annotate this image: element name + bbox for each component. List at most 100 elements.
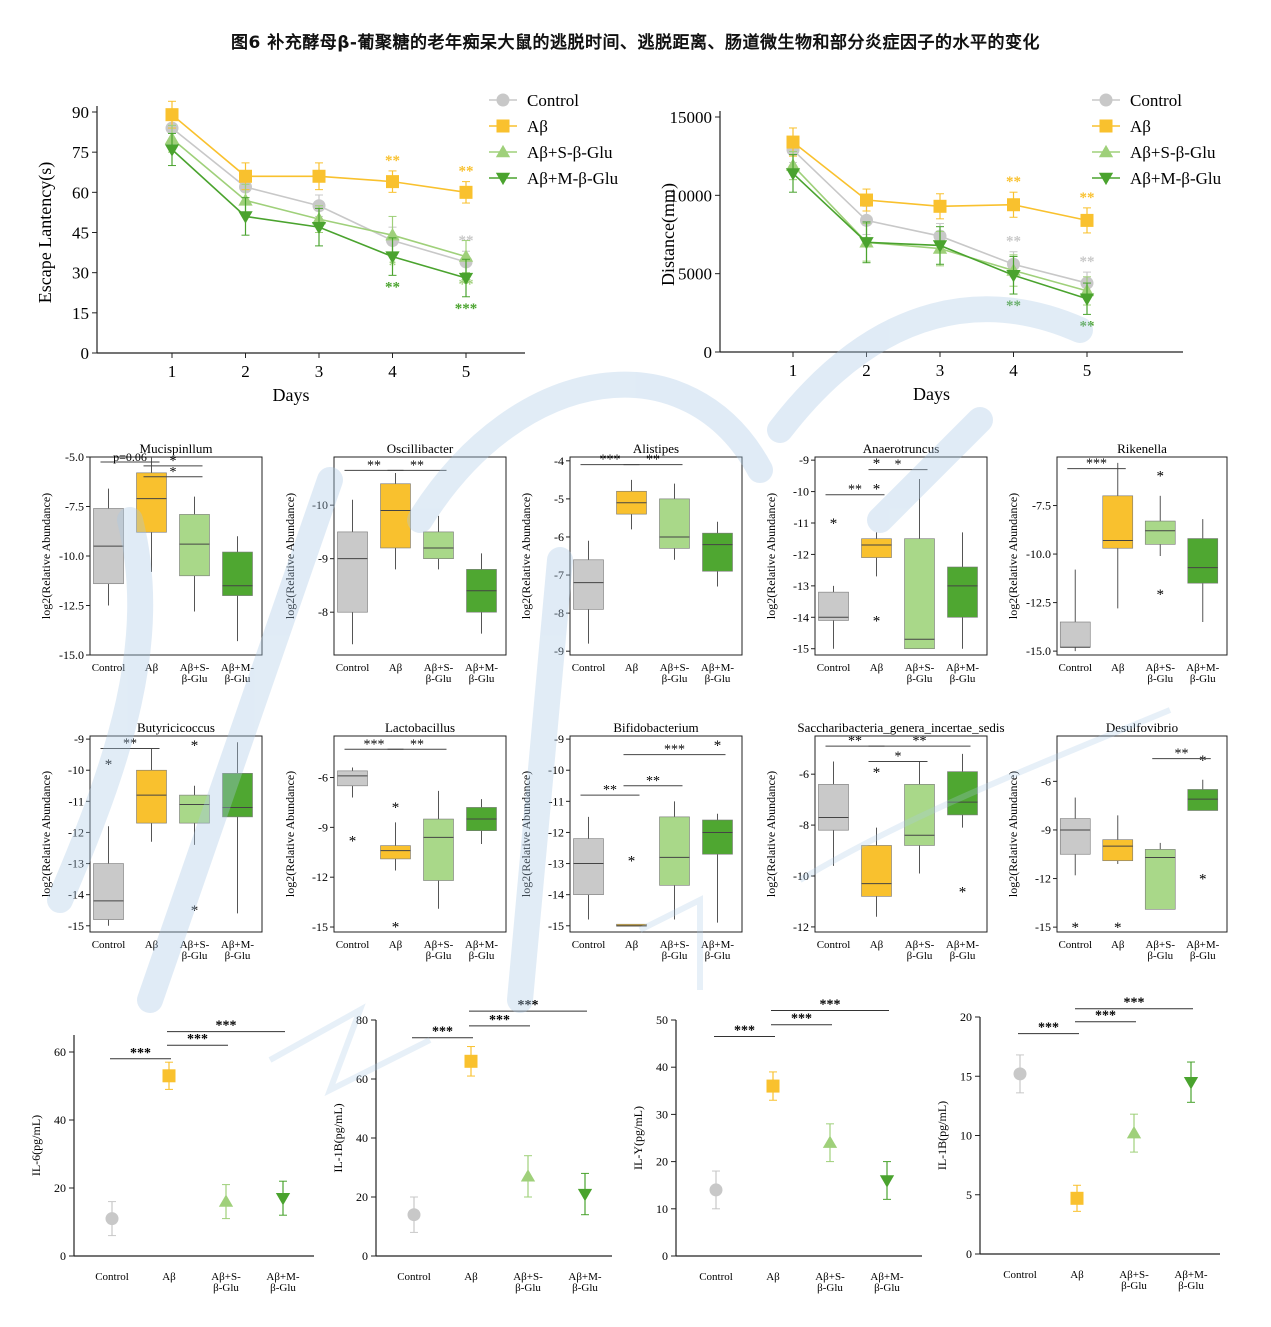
y-tick-label: -11 xyxy=(68,794,84,808)
x-tick-label: Aβ xyxy=(766,1271,780,1283)
x-tick-label: β-Glu xyxy=(225,950,251,962)
y-tick-label: -8 xyxy=(799,818,809,832)
y-tick-label: -15 xyxy=(312,920,328,934)
data-point xyxy=(1080,213,1094,227)
data-point xyxy=(785,168,801,181)
y-tick-label: 80 xyxy=(356,1013,368,1027)
y-tick-label: -12 xyxy=(312,870,328,884)
x-tick-label: Aβ+S- xyxy=(815,1271,845,1283)
box-iqr xyxy=(573,838,604,895)
data-point xyxy=(386,175,399,189)
y-axis-label: log2(Relative Abundance) xyxy=(1006,771,1020,897)
chart-title: Alistipes xyxy=(633,441,679,456)
chart-alistipes: Alistipes -4 -5 -6 -7 -8 -9 log2(Relative Abund… xyxy=(519,441,743,685)
y-tick-label: 30 xyxy=(656,1107,668,1121)
legend-marker xyxy=(1098,144,1114,158)
x-tick-label: Aβ xyxy=(162,1271,176,1283)
data-point xyxy=(385,228,400,241)
box-iqr xyxy=(1187,538,1219,584)
data-point xyxy=(520,1169,536,1182)
significance-label: *** xyxy=(130,1046,151,1061)
x-tick-label: β-Glu xyxy=(705,673,731,685)
significance-label: *** xyxy=(187,1032,208,1047)
significance-star: ** xyxy=(1080,318,1095,334)
outlier-star: * xyxy=(714,738,722,754)
significance-star: *** xyxy=(455,301,478,317)
box-iqr xyxy=(337,531,368,613)
box-iqr xyxy=(380,845,411,860)
y-tick-label: 90 xyxy=(72,103,89,122)
chart-title: Bifidobacterium xyxy=(613,720,698,735)
y-tick-label: -12 xyxy=(793,920,809,934)
data-point xyxy=(407,1208,421,1222)
y-tick-label: -8 xyxy=(318,605,328,619)
significance-label: * xyxy=(170,465,177,480)
x-tick-label: β-Glu xyxy=(874,1282,900,1294)
data-point xyxy=(879,1175,895,1188)
outlier-star: * xyxy=(873,456,881,472)
y-tick-label: -11 xyxy=(793,516,809,530)
x-tick-label: Aβ+S- xyxy=(905,662,935,674)
data-point xyxy=(162,1069,176,1083)
y-tick-label: -15 xyxy=(1035,920,1051,934)
y-axis-label: log2(Relative Abundance) xyxy=(39,771,53,897)
data-point xyxy=(458,249,474,262)
box-iqr xyxy=(702,819,733,855)
significance-star: ** xyxy=(1080,254,1095,270)
x-tick-label: Aβ+S- xyxy=(513,1271,543,1283)
x-tick-label: β-Glu xyxy=(662,950,688,962)
y-tick-label: -14 xyxy=(68,888,84,902)
chart-il1b2: 0 5 10 15 20 IL-1B(pg/mL) *** *** *** Control Aβ Aβ… xyxy=(935,996,1220,1292)
significance-label: ** xyxy=(367,458,381,473)
y-axis-label: log2(Relative Abundance) xyxy=(519,771,533,897)
y-tick-label: -12 xyxy=(793,547,809,561)
y-tick-label: 10 xyxy=(960,1129,972,1143)
box-iqr xyxy=(337,770,368,787)
x-tick-label: Control xyxy=(92,939,126,951)
x-tick-label: Aβ+M- xyxy=(465,939,499,951)
y-tick-label: -10 xyxy=(312,498,328,512)
box-iqr xyxy=(1059,621,1091,648)
x-tick-label: Control xyxy=(336,662,370,674)
significance-label: p=0.06 xyxy=(113,450,147,464)
legend-label: Aβ+S-β-Glu xyxy=(527,143,613,162)
x-axis-label: Days xyxy=(273,385,310,405)
y-tick-label: 15 xyxy=(72,304,89,323)
x-tick-label: β-Glu xyxy=(817,1282,843,1294)
data-point xyxy=(385,251,400,264)
significance-label: ** xyxy=(410,737,424,752)
y-tick-label: -9 xyxy=(799,453,809,467)
significance-star: ** xyxy=(1006,298,1021,314)
y-tick-label: -10 xyxy=(793,869,809,883)
box-iqr xyxy=(1059,818,1091,855)
y-axis-label: IL-6(pg/mL) xyxy=(29,1115,43,1176)
y-tick-label: -15.0 xyxy=(1026,644,1051,658)
x-tick-label: β-Glu xyxy=(572,1282,598,1294)
x-tick-label: Control xyxy=(92,662,126,674)
x-tick-label: Aβ+M- xyxy=(946,662,980,674)
y-tick-label: 0 xyxy=(81,344,90,363)
chart-title: Anaerotruncus xyxy=(863,441,940,456)
chart-lactobacillus: Lactobacillus -6 -9 -12 -15 log2(Relative Abu… xyxy=(283,720,507,962)
y-axis-label: log2(Relative Abundance) xyxy=(283,493,297,619)
data-point xyxy=(464,1054,478,1068)
significance-label: ** xyxy=(603,783,617,798)
x-tick-label: Aβ xyxy=(870,662,884,674)
x-tick-label: Aβ+M- xyxy=(1186,662,1220,674)
x-tick-label: 1 xyxy=(168,362,177,381)
x-tick-label: Aβ+S- xyxy=(1119,1269,1149,1281)
x-tick-label: Aβ+M- xyxy=(568,1271,602,1283)
box-iqr xyxy=(1187,789,1219,811)
box-iqr xyxy=(380,483,411,549)
x-tick-label: Aβ xyxy=(389,662,403,674)
legend-label: Control xyxy=(527,91,579,110)
x-tick-label: Aβ xyxy=(145,939,159,951)
significance-label: ** xyxy=(913,734,927,749)
significance-label: *** xyxy=(664,743,685,758)
chart-title: Lactobacillus xyxy=(385,720,455,735)
x-tick-label: β-Glu xyxy=(1190,673,1216,685)
x-tick-label: β-Glu xyxy=(270,1282,296,1294)
data-point xyxy=(577,1188,593,1202)
outlier-star: * xyxy=(873,765,881,781)
x-tick-label: Control xyxy=(699,1271,733,1283)
